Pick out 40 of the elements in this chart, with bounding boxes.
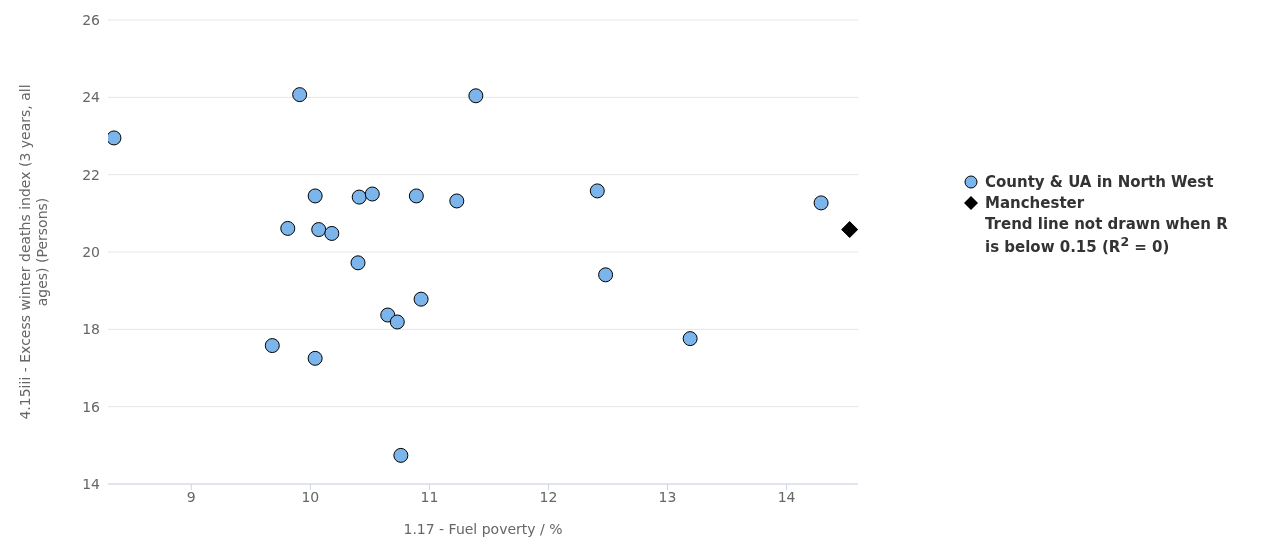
y-axis-title: 4.15iii - Excess winter deaths index (3 years, all ages) (Persons) (17, 84, 50, 420)
point (393, 447, 409, 463)
point (280, 220, 296, 236)
y-tick-label: 24 (82, 89, 101, 106)
point (364, 186, 380, 202)
x-tick-label: 13 (658, 488, 677, 505)
point (598, 267, 614, 283)
legend-label: Manchester (984, 194, 1086, 212)
point (264, 338, 280, 354)
point (307, 188, 323, 204)
x-axis-title: 1.17 - Fuel poverty / % (403, 521, 563, 537)
point (351, 189, 367, 205)
x-tick-label: 10 (301, 488, 320, 505)
x-tick-label: 14 (777, 488, 796, 505)
point (682, 331, 698, 347)
y-tick-label: 22 (82, 166, 100, 183)
point (389, 314, 405, 330)
point (311, 222, 327, 238)
y-tick-label: 26 (82, 11, 101, 28)
y-tick-label: 20 (82, 243, 100, 260)
x-tick-label: 11 (420, 488, 439, 505)
point (324, 225, 340, 241)
y-tick-label: 18 (82, 321, 100, 338)
y-tick-label: 16 (82, 398, 101, 415)
point (108, 130, 122, 146)
point (589, 183, 605, 199)
legend-label: County & UA in North West (984, 173, 1215, 191)
point (408, 188, 424, 204)
text: Trend line not drawn when R is below 0.15 (R$^{2}$ = 0) (985, 215, 1229, 256)
point (841, 221, 858, 239)
y-tick-label: 14 (82, 475, 101, 492)
point (413, 291, 429, 307)
x-tick-label: 9 (186, 488, 196, 505)
point (813, 195, 829, 211)
point (449, 193, 465, 209)
point (350, 255, 366, 271)
point (292, 87, 308, 103)
point (307, 350, 323, 366)
point (468, 88, 484, 104)
x-tick-label: 12 (539, 488, 558, 505)
